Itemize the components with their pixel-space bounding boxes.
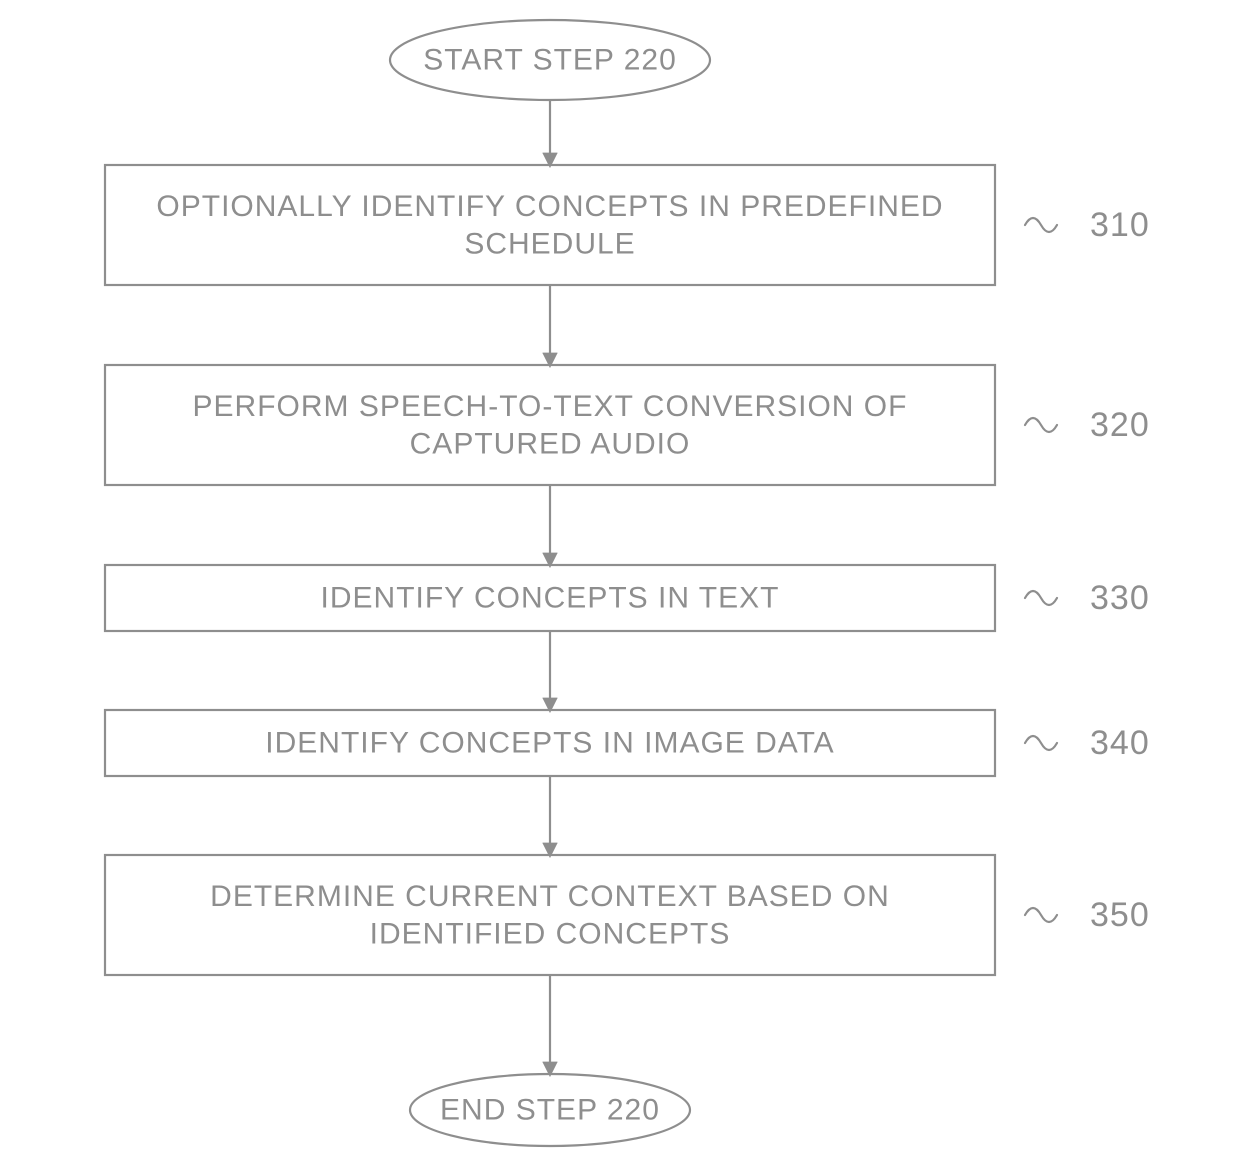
process-box-330: IDENTIFY CONCEPTS IN TEXT 330 [105, 565, 1150, 631]
process-box-310-line-1: SCHEDULE [464, 227, 635, 260]
process-box-320-line-1: CAPTURED AUDIO [410, 427, 691, 460]
process-box-350: DETERMINE CURRENT CONTEXT BASED ON IDENTI… [105, 855, 1150, 975]
end-terminal: END STEP 220 [410, 1074, 690, 1146]
end-terminal-text: END STEP 220 [440, 1094, 660, 1127]
process-box-350-line-0: DETERMINE CURRENT CONTEXT BASED ON [210, 880, 890, 913]
start-terminal: START STEP 220 [390, 20, 710, 100]
flowchart-diagram: START STEP 220 END STEP 220 OPTIONALLY IDE… [0, 0, 1240, 1175]
tilde-connector-330 [1025, 591, 1057, 605]
process-box-330-line-0: IDENTIFY CONCEPTS IN TEXT [321, 582, 780, 615]
tilde-connector-310 [1025, 218, 1057, 232]
process-label-340: 340 [1090, 724, 1150, 762]
process-box-320: PERFORM SPEECH-TO-TEXT CONVERSION OF CAPT… [105, 365, 1150, 485]
process-label-330: 330 [1090, 579, 1150, 617]
process-box-310: OPTIONALLY IDENTIFY CONCEPTS IN PREDEFIN… [105, 165, 1150, 285]
tilde-connector-340 [1025, 736, 1057, 750]
tilde-connector-320 [1025, 418, 1057, 432]
process-label-320: 320 [1090, 406, 1150, 444]
process-label-310: 310 [1090, 206, 1150, 244]
start-terminal-text: START STEP 220 [423, 44, 677, 77]
process-box-310-line-0: OPTIONALLY IDENTIFY CONCEPTS IN PREDEFIN… [156, 190, 943, 223]
process-box-340-line-0: IDENTIFY CONCEPTS IN IMAGE DATA [265, 727, 834, 760]
process-label-350: 350 [1090, 896, 1150, 934]
process-box-320-line-0: PERFORM SPEECH-TO-TEXT CONVERSION OF [193, 390, 908, 423]
tilde-connector-350 [1025, 908, 1057, 922]
process-box-350-line-1: IDENTIFIED CONCEPTS [370, 917, 731, 950]
process-box-340: IDENTIFY CONCEPTS IN IMAGE DATA 340 [105, 710, 1150, 776]
